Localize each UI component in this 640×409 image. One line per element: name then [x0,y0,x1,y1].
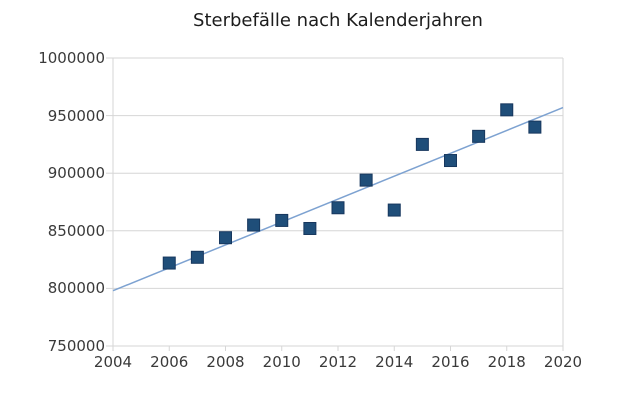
y-tick-label: 900000 [47,164,105,183]
x-tick-label: 2016 [431,353,470,371]
y-tick-label: 950000 [47,106,105,125]
data-point [219,231,232,245]
data-point [472,129,486,143]
y-tick-label: 800000 [47,279,105,298]
x-tick-label: 2008 [206,353,245,371]
data-point [359,173,373,187]
data-point [387,203,401,217]
chart-title: Sterbefälle nach Kalenderjahren [193,10,483,31]
data-point [190,250,204,264]
x-tick-label: 2010 [262,353,301,371]
data-point [415,137,429,151]
x-tick-label: 2004 [93,353,133,371]
x-tick-label: 2006 [150,353,189,371]
x-tick-label: 2012 [318,353,358,371]
data-point [162,256,176,270]
y-tick-label: 750000 [47,337,105,355]
data-point [528,120,542,134]
trend-line [112,106,564,292]
y-tick-label: 1000000 [38,49,105,67]
data-point [444,154,457,168]
y-tick-label: 850000 [47,221,105,240]
data-point [331,201,345,215]
data-point [275,213,289,227]
x-tick-label: 2014 [375,353,414,371]
x-tick-label: 2018 [487,353,526,371]
data-point [500,103,514,117]
x-tick-label: 2020 [543,353,583,371]
data-point [303,221,317,235]
data-point [247,218,261,232]
